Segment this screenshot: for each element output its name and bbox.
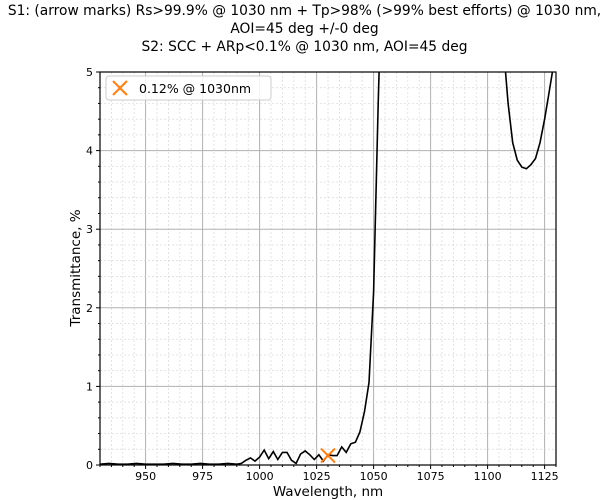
chart-title-line-2: AOI=45 deg +/-0 deg xyxy=(230,21,379,37)
chart-title-line-1: S1: (arrow marks) Rs>99.9% @ 1030 nm + T… xyxy=(7,3,602,19)
y-tick-label: 0 xyxy=(86,459,93,472)
x-axis-label: Wavelength, nm xyxy=(273,484,383,500)
chart-title: S1: (arrow marks) Rs>99.9% @ 1030 nm + T… xyxy=(0,2,609,56)
legend-label: 0.12% @ 1030nm xyxy=(139,81,251,96)
x-tick-label: 975 xyxy=(192,470,213,483)
plot-frame xyxy=(99,71,557,466)
legend-marker-icon xyxy=(112,80,128,96)
x-tick-label: 1075 xyxy=(417,470,445,483)
y-tick-label: 4 xyxy=(86,145,93,158)
marker-point xyxy=(320,447,336,464)
x-tick-label: 1050 xyxy=(360,470,388,483)
y-axis-label: Transmittance, % xyxy=(68,209,84,327)
transmittance-line-right xyxy=(504,72,554,170)
x-tick-label: 1125 xyxy=(531,470,559,483)
legend-box xyxy=(105,75,272,101)
x-tick-label: 1025 xyxy=(303,470,331,483)
x-tick-label: 1000 xyxy=(246,470,274,483)
y-tick-label: 5 xyxy=(86,66,93,79)
y-tick-label: 3 xyxy=(86,223,93,236)
chart-title-line-3: S2: SCC + ARp<0.1% @ 1030 nm, AOI=45 deg xyxy=(141,39,468,55)
legend: 0.12% @ 1030nm xyxy=(105,75,272,101)
y-tick-label: 2 xyxy=(86,302,93,315)
x-tick-label: 950 xyxy=(135,470,156,483)
x-tick-label: 1100 xyxy=(474,470,502,483)
y-tick-label: 1 xyxy=(86,380,93,393)
transmittance-line-left xyxy=(100,72,380,465)
